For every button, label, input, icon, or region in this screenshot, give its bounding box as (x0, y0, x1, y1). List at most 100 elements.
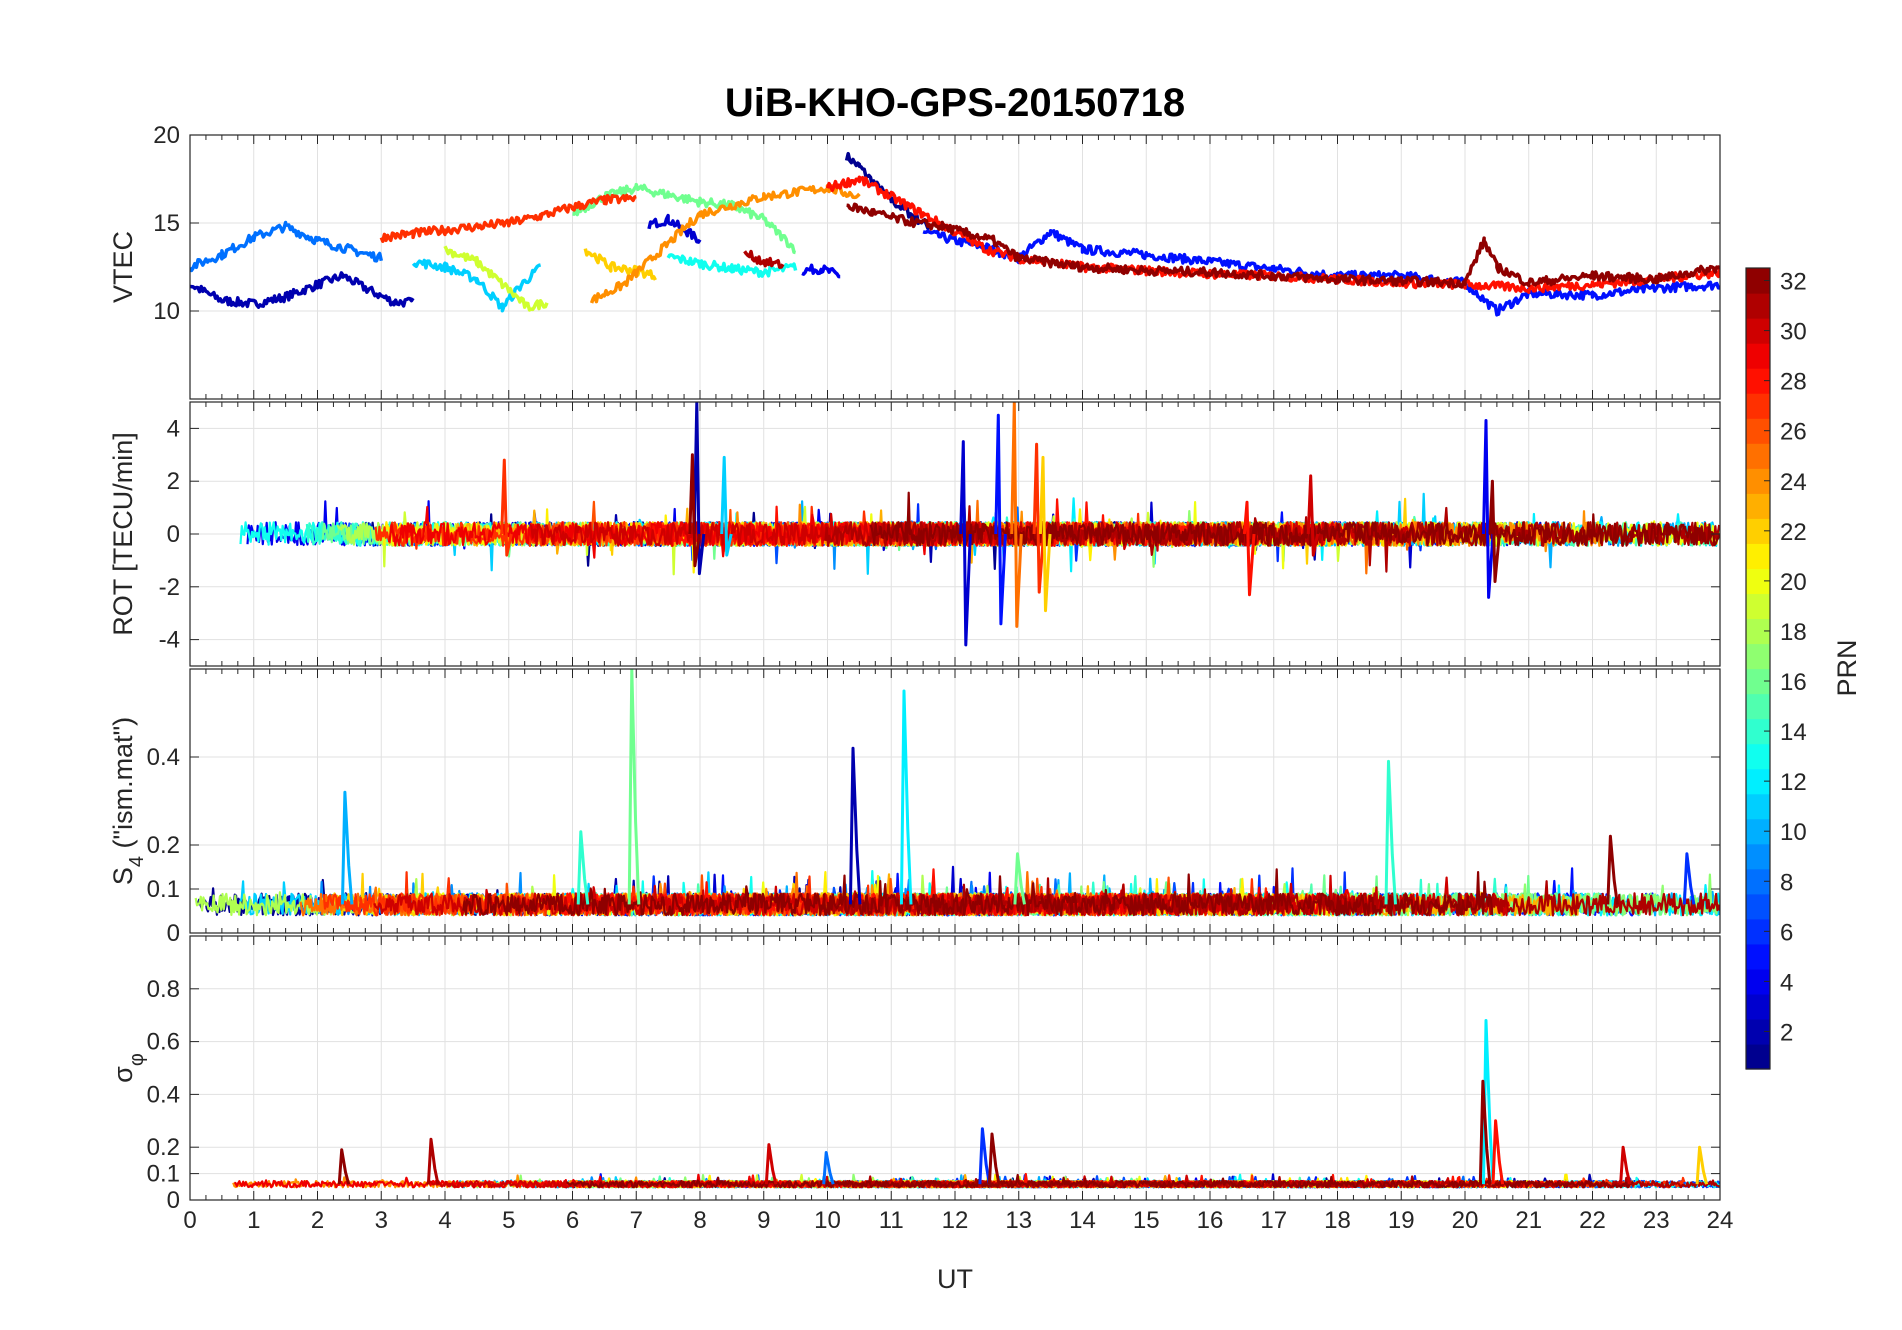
colorbar-segment (1746, 593, 1770, 620)
x-tick-label: 0 (183, 1207, 196, 1234)
x-tick-label: 2 (311, 1207, 324, 1234)
spike-prn-2 (692, 402, 706, 576)
spike-prn-22 (1695, 1145, 1709, 1185)
x-tick-label: 7 (630, 1207, 643, 1234)
x-tick-label: 24 (1707, 1207, 1734, 1234)
colorbar-segment (1746, 743, 1770, 770)
series-prn-29 (234, 1173, 793, 1189)
spike-prn-32 (1488, 479, 1501, 583)
colorbar-segment (1746, 293, 1770, 319)
series-prn-32 (566, 1173, 1635, 1189)
spike-prn-32 (987, 1132, 1001, 1185)
panel-vtec-data (190, 151, 1720, 317)
colorbar-tick-label: 14 (1780, 719, 1807, 746)
ylabel-sub: 4 (126, 856, 148, 867)
y-tick-label: 0.4 (147, 1081, 180, 1108)
series-prn-3 (647, 213, 702, 244)
spike-prn-31 (426, 1137, 440, 1185)
spike-prn-28 (1242, 500, 1256, 597)
y-tick-label: 0.1 (147, 876, 180, 903)
x-tick-label: 20 (1452, 1207, 1479, 1234)
colorbar-segment (1746, 1043, 1770, 1070)
series-prn-8 (190, 220, 384, 273)
y-tick-label: 0.8 (147, 976, 180, 1003)
panel-s4: 00.10.20.4S4 ("ism.mat") (108, 668, 1721, 947)
colorbar-segment (1746, 693, 1770, 720)
x-tick-label: 22 (1579, 1207, 1606, 1234)
x-tick-label: 9 (757, 1207, 770, 1234)
y-tick-label: 0.2 (147, 1134, 180, 1161)
colorbar-segment (1746, 393, 1770, 419)
y-tick-label: -4 (159, 627, 180, 654)
y-tick-label: 4 (167, 415, 180, 442)
panel-vtec-ticks (189, 134, 1721, 399)
spike-prn-32 (1606, 834, 1619, 905)
panel-sigma-phi-ticks (189, 936, 1721, 1201)
panel-rot-data (239, 402, 1720, 647)
colorbar-tick-label: 24 (1780, 469, 1807, 496)
x-tick-label: 19 (1388, 1207, 1415, 1234)
x-axis: 0 1 2 3 4 5 6 7 8 9 10 11 12 13 14 15 16 17 18 19 20 21 22 23 24 (183, 1207, 1733, 1234)
spike-prn-27 (500, 458, 513, 557)
colorbar-segment (1746, 943, 1770, 970)
x-tick-label: 5 (502, 1207, 515, 1234)
ylabel-main: S (108, 867, 138, 885)
panel-vtec-grid (189, 134, 1721, 399)
spike-prn-30 (764, 1143, 778, 1185)
colorbar-tick-label: 28 (1780, 369, 1807, 396)
colorbar-segment (1746, 343, 1770, 369)
y-tick-label: 20 (153, 122, 180, 149)
spike-prn-27 (1032, 442, 1046, 594)
series-prn-32 (462, 868, 1494, 917)
spike-prn-4 (1482, 419, 1495, 599)
y-tick-label: 15 (153, 210, 180, 237)
x-tick-label: 16 (1197, 1207, 1224, 1234)
series-prn-5 (922, 228, 1720, 317)
panel-s4-ticks (189, 669, 1721, 934)
colorbar-tick-label: 6 (1780, 919, 1793, 946)
panel-s4-data (194, 669, 1720, 917)
x-tick-label: 10 (814, 1207, 841, 1234)
x-tick-label: 21 (1515, 1207, 1542, 1234)
series-prn-11 (411, 258, 542, 313)
y-tick-label: 0.4 (147, 744, 180, 771)
colorbar-label: PRN (1832, 639, 1862, 696)
colorbar-tick-label: 20 (1780, 569, 1807, 596)
spike-prn-28 (1491, 1119, 1505, 1185)
panel-sigma-phi: 00.10.2 0.4 0.6 0.8 σφ (108, 935, 1721, 1214)
series-prn-13 (666, 253, 798, 278)
series-prn-32 (869, 491, 1720, 547)
x-axis-label: UT (937, 1264, 973, 1294)
ylabel-sub: φ (126, 1053, 148, 1066)
series-prn-27 (379, 193, 637, 243)
spike-prn-14 (576, 830, 590, 905)
x-tick-label: 3 (375, 1207, 388, 1234)
x-tick-label: 6 (566, 1207, 579, 1234)
series-prn-2 (190, 271, 415, 309)
spike-prn-22 (1038, 455, 1052, 613)
colorbar-segment (1746, 643, 1770, 670)
spike-prn-3 (959, 440, 972, 647)
spike-prn-6 (978, 1127, 991, 1185)
spike-prn-11 (720, 455, 733, 557)
colorbar-segment (1746, 493, 1770, 519)
colorbar-tick-label: 16 (1780, 669, 1807, 696)
x-tick-label: 15 (1133, 1207, 1160, 1234)
spike-prn-6 (1682, 852, 1696, 905)
spike-prn-10 (340, 790, 354, 905)
spike-prn-14 (1384, 759, 1397, 905)
x-tick-label: 12 (942, 1207, 969, 1234)
spike-prn-32 (1478, 1079, 1492, 1185)
colorbar-tick-label: 22 (1780, 519, 1807, 546)
chart-title: UiB-KHO-GPS-20150718 (725, 81, 1185, 125)
colorbar-tick-label: 8 (1780, 869, 1793, 896)
panel-sigma-phi-ylabel: σφ (108, 1053, 148, 1083)
colorbar-tick-label: 26 (1780, 419, 1807, 446)
x-tick-label: 17 (1260, 1207, 1287, 1234)
ylabel-main: σ (108, 1066, 138, 1083)
colorbar-segment (1746, 793, 1770, 820)
x-tick-label: 4 (438, 1207, 451, 1234)
x-tick-label: 1 (247, 1207, 260, 1234)
y-tick-label: 0.6 (147, 1029, 180, 1056)
